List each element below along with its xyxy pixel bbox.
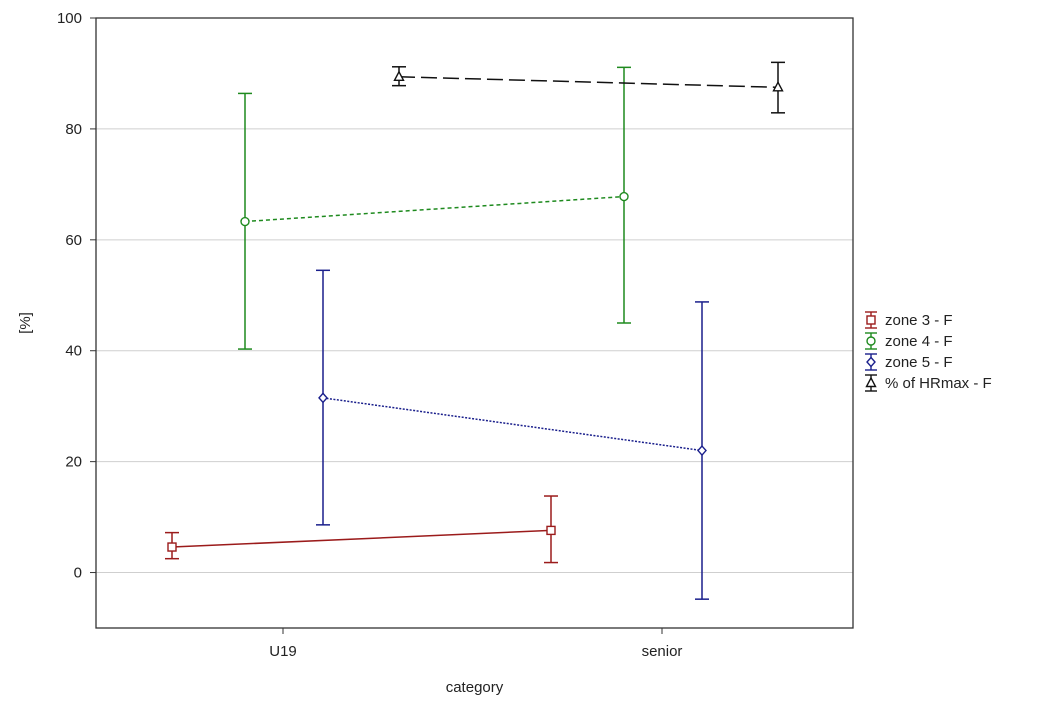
y-tick-label: 40 xyxy=(65,343,82,360)
data-point xyxy=(168,543,176,551)
data-point xyxy=(241,218,249,226)
y-tick-label: 80 xyxy=(65,121,82,138)
y-tick-label: 0 xyxy=(74,565,82,582)
legend-label: zone 5 - F xyxy=(885,354,953,371)
legend-item: zone 3 - F xyxy=(865,312,953,329)
y-axis: 0 20 40 60 80 100 xyxy=(57,10,96,582)
series-line xyxy=(323,398,702,451)
legend-item: zone 4 - F xyxy=(865,333,953,350)
legend-marker xyxy=(867,358,875,367)
y-axis-title: [%] xyxy=(17,312,34,334)
legend-item: zone 5 - F xyxy=(865,354,953,371)
series-1 xyxy=(238,67,631,349)
series-2 xyxy=(316,270,709,599)
grid-lines xyxy=(96,129,853,573)
x-axis-title: category xyxy=(446,679,504,696)
data-point xyxy=(698,446,706,455)
plot-area-border xyxy=(96,18,853,628)
plot-frame xyxy=(96,18,853,628)
data-point xyxy=(620,193,628,201)
data-point xyxy=(547,526,555,534)
series-3 xyxy=(392,62,785,112)
legend-label: % of HRmax - F xyxy=(885,375,992,392)
series-line xyxy=(399,77,778,88)
legend-label: zone 3 - F xyxy=(885,312,953,329)
y-tick-label: 20 xyxy=(65,454,82,471)
x-tick-label: U19 xyxy=(269,643,297,660)
x-axis: U19 senior xyxy=(269,628,682,660)
legend-label: zone 4 - F xyxy=(885,333,953,350)
series-line xyxy=(245,197,624,222)
data-point xyxy=(395,72,404,81)
series-line xyxy=(172,530,551,547)
legend-marker xyxy=(867,378,876,387)
data-point xyxy=(319,393,327,402)
y-tick-label: 60 xyxy=(65,232,82,249)
series-0 xyxy=(165,496,558,563)
y-tick-label: 100 xyxy=(57,10,82,27)
x-tick-label: senior xyxy=(642,643,683,660)
legend: zone 3 - F zone 4 - F zone 5 - F % of HRmax… xyxy=(865,312,992,392)
legend-item: % of HRmax - F xyxy=(865,375,992,392)
legend-marker xyxy=(867,337,875,345)
legend-marker xyxy=(867,316,875,324)
series-group xyxy=(165,62,785,599)
